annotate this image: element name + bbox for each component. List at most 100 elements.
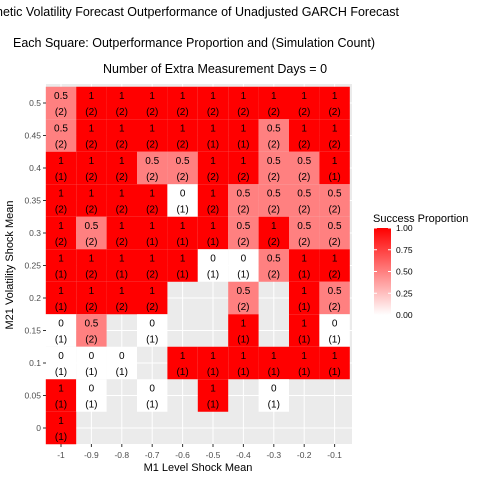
cell-proportion-label: 0 [149, 319, 155, 330]
cell-count-label: (2) [298, 172, 310, 183]
heatmap-cell [106, 346, 137, 380]
heatmap-cell [289, 151, 320, 185]
cell-proportion-label: 1 [149, 91, 155, 102]
cell-proportion-label: 1 [58, 221, 64, 232]
x-tick-label: -1 [57, 450, 65, 460]
heatmap-cell [76, 281, 107, 315]
x-tick-label: -0.9 [84, 450, 99, 460]
heatmap-cell [319, 216, 350, 250]
y-tick-label: 0 [36, 423, 41, 433]
heatmap-cell [228, 314, 259, 347]
cell-proportion-label: 1 [149, 189, 155, 200]
cell-count-label: (1) [328, 335, 340, 346]
cell-count-label: (2) [146, 107, 158, 118]
legend-label: 0.00 [396, 310, 413, 320]
heatmap-cell [106, 184, 137, 217]
heatmap-cell [45, 151, 77, 185]
legend-label: 0.50 [396, 267, 413, 277]
cell-count-label: (2) [146, 302, 158, 313]
cell-count-label: (2) [85, 270, 97, 281]
cell-proportion-label: 1 [58, 384, 64, 395]
cell-proportion-label: 1 [58, 416, 64, 427]
x-axis-label: M1 Level Shock Mean [144, 462, 253, 474]
cell-proportion-label: 1 [241, 91, 247, 102]
chart-title: hetic Volatility Forecast Outperformance… [0, 5, 399, 19]
cell-proportion-label: 1 [271, 351, 277, 362]
cell-proportion-label: 1 [180, 351, 186, 362]
heatmap-cell [289, 216, 320, 250]
cell-count-label: (1) [55, 270, 67, 281]
cell-proportion-label: 0 [210, 254, 216, 265]
cell-proportion-label: 1 [210, 156, 216, 167]
heatmap-cell [76, 379, 107, 412]
cell-proportion-label: 1 [210, 221, 216, 232]
heatmap-cell [167, 346, 198, 380]
cell-proportion-label: 1 [89, 286, 95, 297]
cell-count-label: (2) [268, 270, 280, 281]
cell-count-label: (1) [298, 335, 310, 346]
cell-count-label: (2) [298, 237, 310, 248]
heatmap-cell [258, 119, 289, 152]
heatmap-cell [137, 86, 168, 120]
cell-count-label: (2) [146, 172, 158, 183]
cell-proportion-label: 0.5 [267, 254, 281, 265]
cell-proportion-label: 0.5 [54, 124, 68, 135]
cell-count-label: (1) [237, 270, 249, 281]
cell-count-label: (2) [176, 107, 188, 118]
heatmap-cell [319, 119, 350, 152]
cell-count-label: (2) [268, 205, 280, 216]
cell-count-label: (2) [85, 140, 97, 151]
cell-count-label: (1) [116, 367, 128, 378]
x-tick-label: -0.6 [175, 450, 190, 460]
heatmap-cell [258, 346, 289, 380]
x-tick-label: -0.4 [236, 450, 251, 460]
cell-count-label: (1) [55, 172, 67, 183]
heatmap-cell [167, 119, 198, 152]
cell-count-label: (2) [268, 140, 280, 151]
heatmap-cell [289, 249, 320, 282]
cell-proportion-label: 1 [149, 221, 155, 232]
cell-count-label: (2) [85, 107, 97, 118]
heatmap-cell [76, 119, 107, 152]
cell-count-label: (2) [328, 107, 340, 118]
cell-count-label: (1) [328, 172, 340, 183]
cell-count-label: (1) [328, 367, 340, 378]
heatmap-cell [76, 86, 107, 120]
heatmap-cell [197, 184, 229, 217]
heatmap-cell [167, 249, 198, 282]
y-tick-label: 0.45 [24, 131, 41, 141]
cell-count-label: (2) [85, 302, 97, 313]
cell-count-label: (1) [116, 270, 128, 281]
cell-proportion-label: 0.5 [267, 189, 281, 200]
cell-proportion-label: 0.5 [267, 124, 281, 135]
heatmap-cell [228, 184, 259, 217]
cell-count-label: (2) [55, 140, 67, 151]
heatmap-cell [197, 119, 229, 152]
cell-proportion-label: 0.5 [328, 286, 342, 297]
cell-proportion-label: 1 [180, 221, 186, 232]
cell-proportion-label: 1 [332, 156, 338, 167]
cell-proportion-label: 0.5 [236, 221, 250, 232]
cell-count-label: (2) [298, 140, 310, 151]
cell-proportion-label: 1 [332, 91, 338, 102]
cell-proportion-label: 1 [149, 254, 155, 265]
cell-count-label: (1) [85, 400, 97, 411]
cell-proportion-label: 1 [241, 351, 247, 362]
cell-count-label: (2) [268, 172, 280, 183]
cell-count-label: (2) [85, 172, 97, 183]
heatmap-cell [76, 151, 107, 185]
cell-proportion-label: 1 [149, 286, 155, 297]
cell-proportion-label: 0.5 [297, 156, 311, 167]
heatmap-cell [228, 281, 259, 315]
cell-proportion-label: 0 [89, 384, 95, 395]
heatmap-cell [76, 184, 107, 217]
cell-proportion-label: 0.5 [297, 221, 311, 232]
heatmap-cell [45, 314, 77, 347]
cell-proportion-label: 1 [241, 124, 247, 135]
heatmap-cell [167, 151, 198, 185]
cell-count-label: (2) [116, 205, 128, 216]
cell-proportion-label: 1 [180, 124, 186, 135]
heatmap-cell [137, 216, 168, 250]
cell-count-label: (1) [55, 367, 67, 378]
cell-count-label: (2) [116, 172, 128, 183]
